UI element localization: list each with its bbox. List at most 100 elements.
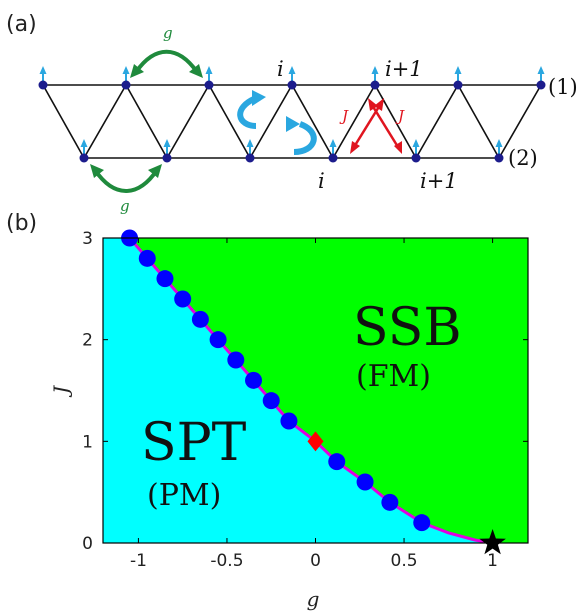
lattice-bond [208,84,251,159]
j-arrowhead-left-top [374,98,384,111]
critical-point [245,371,263,389]
site-label-top-i-plus-1: i+1 [385,57,423,81]
swirl-arrowhead-right [286,116,300,132]
chain-label-2: (2) [508,146,538,170]
x-tick-label: 0 [310,551,321,571]
spt-region [103,238,493,543]
j-label-right: J [395,107,405,125]
lattice-bond [125,84,168,159]
critical-point [262,392,280,410]
g-hop-arrow-bottom [93,168,159,193]
g-label-bottom: g [120,197,130,215]
lattice-bond [498,84,542,159]
spin-arrowhead [246,139,254,147]
lattice-site-bottom [79,153,89,163]
site-label-bottom-i-plus-1: i+1 [420,169,458,193]
lattice-site-top [536,80,546,90]
axis-ticks: -1 -0.5 0 0.5 1 0 1 2 3 [82,229,528,571]
spin-arrowhead [495,139,503,147]
j-label-left: J [339,107,349,125]
critical-point [356,473,374,491]
lattice-site-bottom [162,153,172,163]
lattice-site-bottom [245,153,255,163]
panel-a-label: (a) [6,12,37,37]
x-tick-label: 0.5 [391,551,418,571]
j-arrowhead-left-bottom [350,141,360,154]
critical-point [156,270,174,288]
j-arrowhead-right-bottom [394,141,402,154]
g-arrowhead-top-left [130,64,144,78]
critical-point [227,351,245,369]
critical-point [413,514,431,532]
g-label-top: g [163,24,173,42]
x-tick-label: -1 [130,551,147,571]
region-sublabel-spt: (PM) [147,478,221,513]
g-arrowhead-bottom-right [148,164,162,178]
swirl-arrowhead-left [252,90,266,106]
lattice-bond [374,84,417,159]
lattice-site-top [121,80,131,90]
phase-boundary-line [128,237,493,545]
y-tick-label: 0 [82,534,93,554]
g-arrowhead-top-right [189,64,203,78]
lattice-bond [332,84,376,159]
region-label-ssb: SSB [353,298,462,358]
x-tick-label: -0.5 [210,551,243,571]
swirl-arrow-left [237,95,258,129]
g-hop-arrow-top [134,49,199,74]
critical-point [280,412,298,430]
x-tick-label: 1 [487,551,498,571]
lattice-bond [457,84,500,159]
lattice-site-bottom [411,153,421,163]
x-axis-label: g [307,587,320,611]
region-sublabel-ssb: (FM) [356,359,431,394]
spin-arrowhead [288,66,296,74]
lattice-diagram [38,66,546,163]
spin-arrowhead [205,66,213,74]
lattice-bond [42,84,85,159]
lattice-site-bottom [494,153,504,163]
spin-arrowhead [329,139,337,147]
diamond-point [307,431,324,452]
spin-arrowhead [537,66,545,74]
lattice-site-top [370,80,380,90]
spin-arrowhead [39,66,47,74]
critical-point [381,493,399,511]
critical-point [328,453,346,471]
y-tick-label: 2 [82,331,93,351]
spin-arrowhead [122,66,130,74]
ssb-region [129,238,528,543]
spin-arrowhead [163,139,171,147]
chain-label-1: (1) [548,75,578,99]
lattice-bond [83,84,127,159]
lattice-bond [291,84,334,159]
critical-point [138,249,156,267]
lattice-site-top [38,80,48,90]
critical-point [174,290,192,308]
spin-arrowhead [412,139,420,147]
spin-arrowhead [454,66,462,74]
lattice-site-top [204,80,214,90]
critical-point [191,310,209,328]
y-axis-label: J [49,385,73,398]
site-label-top-i: i [277,57,284,81]
y-tick-label: 3 [82,229,93,249]
lattice-bond [249,84,293,159]
lattice-site-top [287,80,297,90]
lattice-site-bottom [328,153,338,163]
lattice-bond [166,84,210,159]
y-tick-label: 1 [82,432,93,452]
lattice-site-top [453,80,463,90]
phase-diagram-plot: -1 -0.5 0 0.5 1 0 1 2 3 [82,229,529,571]
lattice-bond [415,84,459,159]
swirl-arrow-right [293,121,317,155]
region-label-spt: SPT [141,413,247,473]
j-arrowhead-right-top [368,98,378,111]
j-bond-arrow-right [370,104,400,148]
panel-b-label: (b) [6,211,37,236]
site-label-bottom-i: i [318,169,325,193]
critical-point [209,331,227,349]
spin-arrowhead [80,139,88,147]
spin-arrowhead [371,66,379,74]
